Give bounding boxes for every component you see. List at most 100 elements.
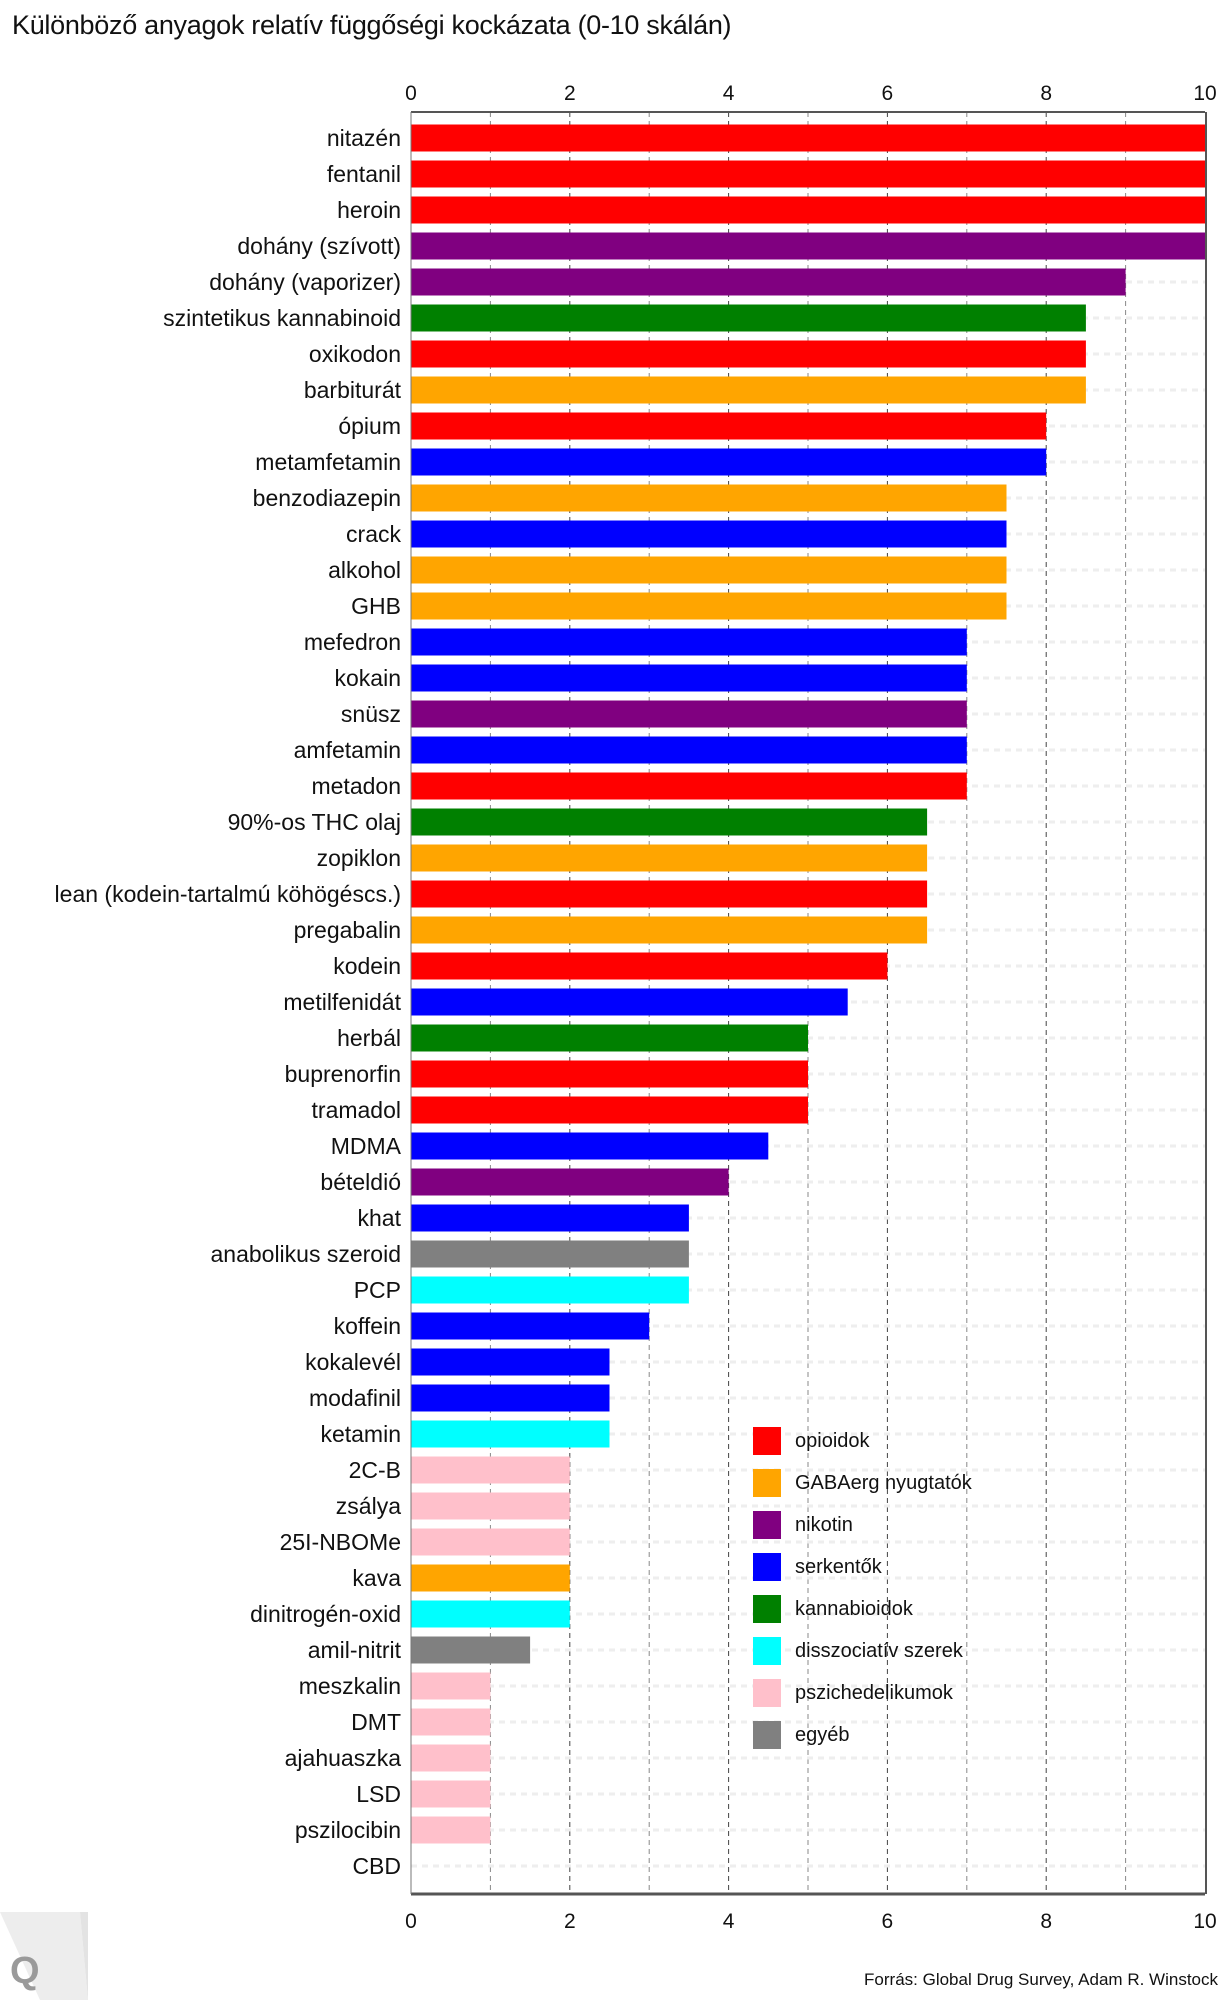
bar-label: kokain bbox=[335, 665, 401, 691]
bar bbox=[411, 700, 967, 728]
bar bbox=[411, 1132, 769, 1160]
bar bbox=[411, 916, 928, 944]
bar-label: CBD bbox=[352, 1853, 401, 1879]
bar bbox=[411, 1168, 729, 1196]
bar bbox=[411, 448, 1047, 476]
bar bbox=[411, 1600, 570, 1628]
bar-label: pszilocibin bbox=[295, 1817, 401, 1843]
bar-label: metadon bbox=[311, 773, 401, 799]
bar bbox=[411, 1816, 491, 1844]
legend-label: opioidok bbox=[795, 1429, 870, 1452]
bar-label: DMT bbox=[351, 1709, 401, 1735]
legend: opioidok GABAerg nyugtatók nikotin serkentő… bbox=[753, 1420, 972, 1756]
bar bbox=[411, 628, 967, 656]
bar bbox=[411, 484, 1007, 512]
top-tick-label: 6 bbox=[882, 82, 894, 105]
bar bbox=[411, 1348, 610, 1376]
legend-item: kannabioidok bbox=[753, 1588, 972, 1630]
bar bbox=[411, 1636, 531, 1664]
bar bbox=[411, 736, 967, 764]
bar-label: MDMA bbox=[331, 1133, 402, 1159]
bar bbox=[411, 988, 848, 1016]
bar-label: barbiturát bbox=[304, 377, 402, 403]
bar bbox=[411, 1420, 610, 1448]
legend-item: egyéb bbox=[753, 1714, 972, 1756]
bar-label: metamfetamin bbox=[255, 449, 401, 475]
top-tick-label: 4 bbox=[723, 82, 735, 105]
top-tick-label: 10 bbox=[1193, 82, 1216, 105]
bar bbox=[411, 952, 888, 980]
legend-swatch bbox=[753, 1427, 781, 1455]
bar bbox=[411, 1780, 491, 1808]
legend-swatch bbox=[753, 1721, 781, 1749]
bar-label: khat bbox=[358, 1205, 402, 1231]
bar bbox=[411, 520, 1007, 548]
bar-label: zsálya bbox=[336, 1493, 401, 1519]
bar-label: pregabalin bbox=[294, 917, 401, 943]
bar bbox=[411, 1456, 570, 1484]
bar bbox=[411, 1240, 689, 1268]
bar-label: heroin bbox=[337, 197, 401, 223]
bar-label: kava bbox=[352, 1565, 401, 1591]
bar-label: koffein bbox=[334, 1313, 401, 1339]
top-tick-label: 0 bbox=[405, 82, 417, 105]
bar bbox=[411, 1492, 570, 1520]
bar-label: fentanil bbox=[327, 161, 401, 187]
legend-label: pszichedelikumok bbox=[795, 1681, 953, 1704]
bar-label: ajahuaszka bbox=[285, 1745, 402, 1771]
bar-label: modafinil bbox=[309, 1385, 401, 1411]
bar-label: benzodiazepin bbox=[253, 485, 401, 511]
legend-label: egyéb bbox=[795, 1723, 850, 1746]
bar bbox=[411, 160, 1205, 188]
bar bbox=[411, 772, 967, 800]
bar-label: ópium bbox=[338, 413, 401, 439]
bar bbox=[411, 1564, 570, 1592]
bar bbox=[411, 1276, 689, 1304]
bar bbox=[411, 376, 1086, 404]
legend-item: nikotin bbox=[753, 1504, 972, 1546]
bar bbox=[411, 304, 1086, 332]
bar-label: amil-nitrit bbox=[308, 1637, 402, 1663]
logo-letter: Q bbox=[10, 1950, 40, 1992]
source-note: Forrás: Global Drug Survey, Adam R. Wins… bbox=[864, 1970, 1218, 1989]
bar-label: ketamin bbox=[320, 1421, 401, 1447]
legend-swatch bbox=[753, 1595, 781, 1623]
bar bbox=[411, 412, 1047, 440]
legend-item: opioidok bbox=[753, 1420, 972, 1462]
legend-item: serkentők bbox=[753, 1546, 972, 1588]
bar-label: meszkalin bbox=[299, 1673, 401, 1699]
bar bbox=[411, 1096, 808, 1124]
bar bbox=[411, 1708, 491, 1736]
legend-swatch bbox=[753, 1679, 781, 1707]
bar-label: bételdió bbox=[320, 1169, 401, 1195]
legend-label: serkentők bbox=[795, 1555, 882, 1578]
bar-label: dinitrogén-oxid bbox=[250, 1601, 401, 1627]
bar-label: GHB bbox=[351, 593, 401, 619]
bottom-tick-label: 10 bbox=[1193, 1910, 1216, 1933]
bar bbox=[411, 1204, 689, 1232]
legend-swatch bbox=[753, 1469, 781, 1497]
legend-swatch bbox=[753, 1553, 781, 1581]
bar-label: zopiklon bbox=[317, 845, 401, 871]
legend-label: kannabioidok bbox=[795, 1597, 913, 1620]
q-logo bbox=[0, 1912, 88, 2000]
bar-label: snüsz bbox=[341, 701, 401, 727]
bar bbox=[411, 1528, 570, 1556]
bar-label: metilfenidát bbox=[283, 989, 401, 1015]
bar bbox=[411, 1384, 610, 1412]
legend-swatch bbox=[753, 1637, 781, 1665]
chart-title: Különböző anyagok relatív függőségi kock… bbox=[12, 10, 732, 40]
legend-item: pszichedelikumok bbox=[753, 1672, 972, 1714]
bar-label: szintetikus kannabinoid bbox=[163, 305, 401, 331]
bottom-tick-label: 0 bbox=[405, 1910, 417, 1933]
bar bbox=[411, 232, 1205, 260]
bar-label: alkohol bbox=[328, 557, 401, 583]
legend-item: disszociatív szerek bbox=[753, 1630, 972, 1672]
bar bbox=[411, 1672, 491, 1700]
bar-label: 2C-B bbox=[349, 1457, 401, 1483]
bar-label: nitazén bbox=[327, 125, 401, 151]
bar-label: mefedron bbox=[304, 629, 401, 655]
bottom-tick-label: 2 bbox=[564, 1910, 576, 1933]
bar-label: 25I-NBOMe bbox=[280, 1529, 401, 1555]
bar bbox=[411, 340, 1086, 368]
